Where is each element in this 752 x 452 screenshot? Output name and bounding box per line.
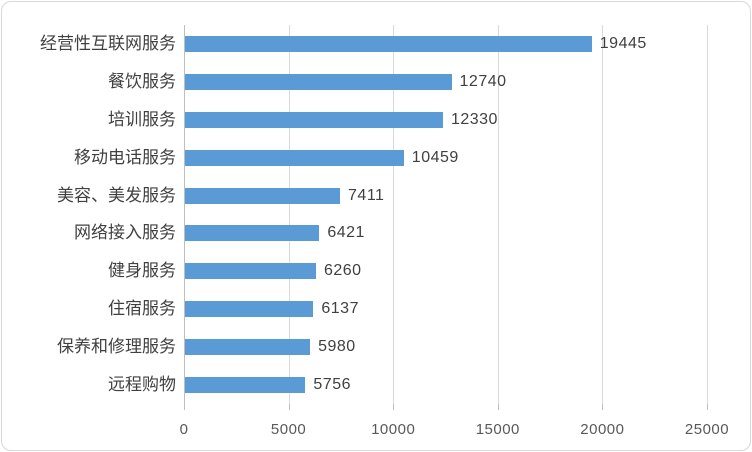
value-label: 7411 bbox=[348, 186, 385, 204]
x-axis-tick bbox=[707, 404, 708, 410]
x-tick-label: 0 bbox=[179, 421, 189, 438]
value-label: 12330 bbox=[450, 110, 498, 128]
gridline bbox=[393, 25, 395, 404]
y-axis-line bbox=[184, 25, 185, 404]
x-tick-label: 5000 bbox=[270, 421, 307, 438]
value-label: 6137 bbox=[321, 300, 359, 318]
bar bbox=[185, 35, 592, 52]
x-axis-tick bbox=[288, 404, 290, 410]
category-label: 移动电话服务 bbox=[74, 147, 176, 167]
gridline bbox=[497, 25, 499, 404]
category-label: 经营性互联网服务 bbox=[40, 33, 176, 53]
value-label: 6260 bbox=[323, 262, 362, 280]
x-tick-label: 20000 bbox=[580, 421, 625, 438]
bar bbox=[185, 263, 316, 280]
gridline bbox=[288, 25, 290, 404]
x-axis-tick bbox=[393, 404, 395, 410]
x-tick-label: 15000 bbox=[475, 421, 520, 438]
x-axis-tick bbox=[497, 404, 499, 410]
bar bbox=[185, 377, 306, 394]
bar bbox=[185, 149, 404, 166]
gridline bbox=[602, 25, 604, 404]
category-label: 网络接入服务 bbox=[74, 223, 176, 243]
category-label: 住宿服务 bbox=[108, 299, 176, 319]
bar bbox=[185, 73, 452, 90]
x-tick-label: 25000 bbox=[684, 421, 730, 438]
bar bbox=[185, 187, 341, 204]
bar bbox=[185, 111, 443, 128]
x-axis-tick bbox=[602, 404, 604, 410]
bar bbox=[185, 301, 314, 318]
value-label: 12740 bbox=[459, 72, 507, 90]
category-label: 健身服务 bbox=[108, 261, 176, 281]
category-label: 美容、美发服务 bbox=[57, 185, 176, 205]
value-label: 5756 bbox=[313, 376, 351, 394]
gridline bbox=[707, 25, 708, 404]
bar bbox=[185, 225, 320, 242]
x-tick-label: 10000 bbox=[371, 421, 416, 438]
category-label: 保养和修理服务 bbox=[57, 337, 176, 357]
category-label: 远程购物 bbox=[108, 375, 176, 395]
x-axis-tick bbox=[184, 404, 185, 410]
value-label: 10459 bbox=[411, 148, 459, 166]
bar bbox=[185, 339, 311, 356]
value-label: 19445 bbox=[599, 34, 647, 52]
category-label: 餐饮服务 bbox=[108, 71, 176, 91]
value-label: 5980 bbox=[318, 338, 356, 356]
value-label: 6421 bbox=[327, 224, 365, 242]
category-label: 培训服务 bbox=[108, 109, 176, 129]
